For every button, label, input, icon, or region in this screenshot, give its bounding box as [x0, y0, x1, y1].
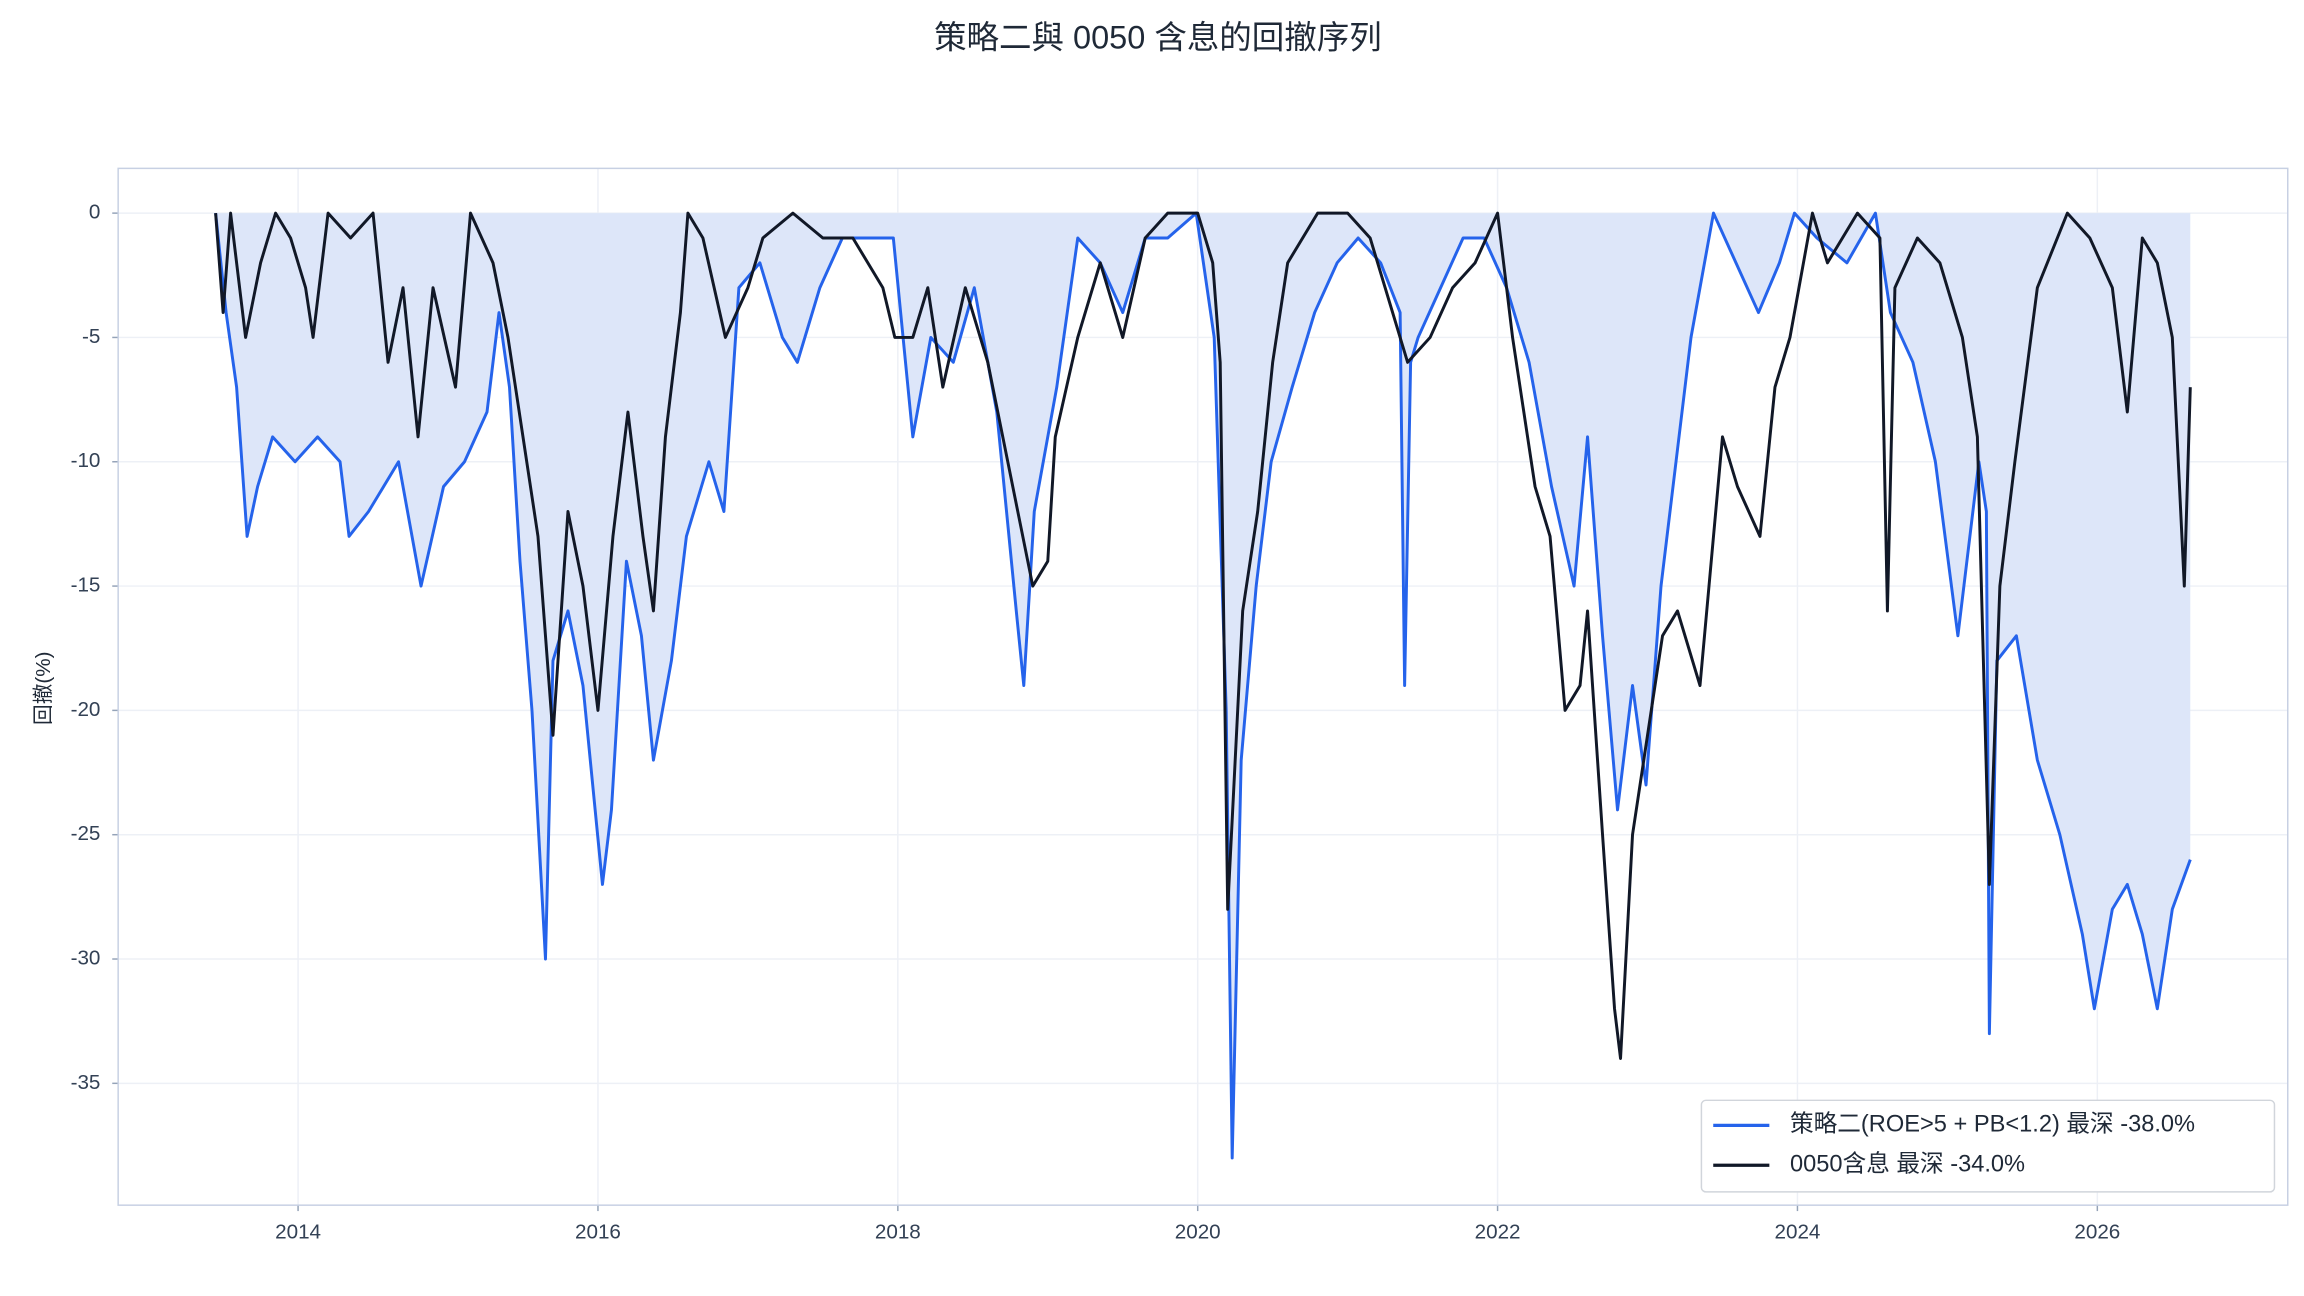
x-tick-label: 2024 — [1774, 1221, 1820, 1244]
y-axis-label: 回撤(%) — [32, 652, 55, 725]
x-tick-label: 2018 — [875, 1221, 921, 1244]
x-tick-label: 2026 — [2074, 1221, 2120, 1244]
y-tick-label: -20 — [71, 698, 101, 721]
y-tick-label: -35 — [71, 1071, 101, 1094]
y-tick-label: -25 — [71, 822, 101, 845]
x-tick-label: 2020 — [1175, 1221, 1221, 1244]
x-tick-label: 2014 — [275, 1221, 321, 1244]
x-tick-label: 2022 — [1475, 1221, 1521, 1244]
chart-title: 策略二與 0050 含息的回撤序列 — [934, 19, 1382, 55]
y-tick-label: -10 — [71, 449, 101, 472]
legend-label: 策略二(ROE>5 + PB<1.2) 最深 -38.0% — [1790, 1111, 2195, 1138]
legend-box — [1700, 1099, 2276, 1193]
y-tick-label: -30 — [71, 946, 101, 969]
legend-label: 0050含息 最深 -34.0% — [1790, 1151, 2025, 1178]
y-tick-label: -15 — [71, 574, 101, 597]
y-tick-label: -5 — [82, 325, 100, 348]
y-tick-label: 0 — [89, 201, 101, 224]
plot-frame — [117, 167, 2289, 1206]
x-tick-label: 2016 — [575, 1221, 621, 1244]
drawdown-area — [215, 213, 2191, 1158]
series-line — [214, 211, 2192, 1060]
